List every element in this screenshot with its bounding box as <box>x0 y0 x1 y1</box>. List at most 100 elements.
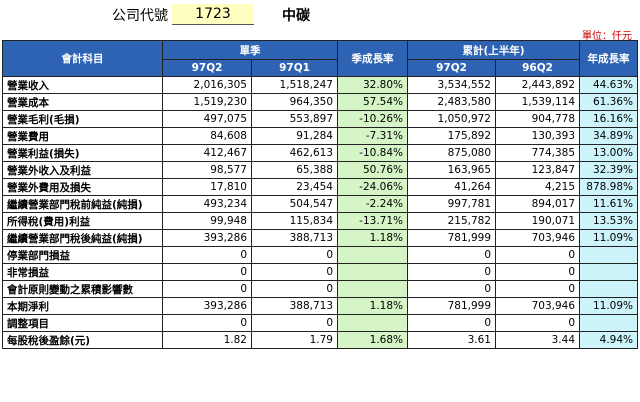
cell-h-cur: 3,534,552 <box>407 76 496 94</box>
cell-h-prev: 4,215 <box>494 178 581 196</box>
cell-qoq-growth <box>337 263 408 281</box>
row-item-label: 營業利益(損失) <box>2 144 163 162</box>
cell-yoy-growth: 11.09% <box>579 297 639 315</box>
row-item-label: 營業成本 <box>2 93 163 111</box>
cell-yoy-growth: 11.61% <box>579 195 639 213</box>
cell-q-prev: 1,518,247 <box>251 76 338 94</box>
header-q-cur: 97Q2 <box>162 59 252 77</box>
header-h-cur: 97Q2 <box>407 59 496 77</box>
cell-qoq-growth: -10.26% <box>337 110 408 128</box>
cell-qoq-growth <box>337 314 408 332</box>
cell-q-prev: 964,350 <box>251 93 338 111</box>
row-item-label: 所得稅(費用)利益 <box>2 212 163 230</box>
table-row: 會計原則變動之累積影響數 0 0 0 0 <box>2 280 639 298</box>
cell-h-cur: 0 <box>407 314 496 332</box>
row-item-label: 營業費用 <box>2 127 163 145</box>
cell-qoq-growth: 50.76% <box>337 161 408 179</box>
unit-note: 單位：仟元 <box>582 31 632 42</box>
header-h-prev: 96Q2 <box>494 59 581 77</box>
cell-h-cur: 3.61 <box>407 331 496 349</box>
cell-yoy-growth: 11.09% <box>579 229 639 247</box>
cell-h-cur: 1,050,972 <box>407 110 496 128</box>
header-half-group: 累計(上半年) <box>406 40 581 60</box>
cell-q-prev: 115,834 <box>251 212 338 230</box>
header-qoq-growth: 季成長率 <box>337 40 408 77</box>
cell-q-cur: 17,810 <box>162 178 252 196</box>
cell-q-prev: 553,897 <box>251 110 338 128</box>
row-item-label: 非常損益 <box>2 263 163 281</box>
cell-yoy-growth: 32.39% <box>579 161 639 179</box>
cell-h-cur: 0 <box>407 246 496 264</box>
cell-h-prev: 130,393 <box>494 127 581 145</box>
cell-h-cur: 0 <box>407 263 496 281</box>
cell-q-cur: 0 <box>162 314 252 332</box>
table-row: 每股稅後盈餘(元) 1.82 1.79 1.68% 3.61 3.44 4.94% <box>2 331 639 349</box>
company-code-label: 公司代號 <box>112 8 168 24</box>
cell-q-cur: 99,948 <box>162 212 252 230</box>
cell-q-prev: 388,713 <box>251 229 338 247</box>
cell-q-cur: 1.82 <box>162 331 252 349</box>
cell-h-prev: 904,778 <box>494 110 581 128</box>
cell-yoy-growth: 878.98% <box>579 178 639 196</box>
cell-q-cur: 497,075 <box>162 110 252 128</box>
table-row: 非常損益 0 0 0 0 <box>2 263 639 281</box>
cell-h-prev: 123,847 <box>494 161 581 179</box>
cell-q-cur: 0 <box>162 246 252 264</box>
cell-h-prev: 0 <box>494 314 581 332</box>
cell-yoy-growth <box>579 263 639 281</box>
cell-h-prev: 0 <box>494 246 581 264</box>
cell-h-prev: 190,071 <box>494 212 581 230</box>
cell-h-cur: 41,264 <box>407 178 496 196</box>
cell-h-cur: 0 <box>407 280 496 298</box>
cell-h-prev: 703,946 <box>494 229 581 247</box>
table-row: 營業利益(損失) 412,467 462,613 -10.84% 875,080 774,… <box>2 144 639 162</box>
header-quarter-group: 單季 <box>162 40 338 60</box>
cell-q-cur: 0 <box>162 263 252 281</box>
row-item-label: 營業外收入及利益 <box>2 161 163 179</box>
cell-h-prev: 703,946 <box>494 297 581 315</box>
cell-h-cur: 997,781 <box>407 195 496 213</box>
row-item-label: 停業部門損益 <box>2 246 163 264</box>
cell-h-prev: 894,017 <box>494 195 581 213</box>
cell-q-prev: 0 <box>251 314 338 332</box>
cell-q-cur: 98,577 <box>162 161 252 179</box>
cell-h-cur: 875,080 <box>407 144 496 162</box>
cell-yoy-growth: 4.94% <box>579 331 639 349</box>
table-row: 繼續營業部門稅後純益(純損) 393,286 388,713 1.18% 781,999… <box>2 229 639 247</box>
cell-yoy-growth <box>579 314 639 332</box>
row-item-label: 繼續營業部門稅後純益(純損) <box>2 229 163 247</box>
cell-q-prev: 1.79 <box>251 331 338 349</box>
cell-h-prev: 1,539,114 <box>494 93 581 111</box>
cell-q-prev: 91,284 <box>251 127 338 145</box>
cell-qoq-growth: 32.80% <box>337 76 408 94</box>
company-code-value: 1723 <box>172 4 254 25</box>
cell-h-cur: 163,965 <box>407 161 496 179</box>
cell-q-prev: 388,713 <box>251 297 338 315</box>
cell-qoq-growth <box>337 280 408 298</box>
cell-h-prev: 0 <box>494 263 581 281</box>
table-row: 本期淨利 393,286 388,713 1.18% 781,999 703,946 11.… <box>2 297 639 315</box>
cell-h-cur: 175,892 <box>407 127 496 145</box>
cell-yoy-growth <box>579 280 639 298</box>
cell-q-prev: 504,547 <box>251 195 338 213</box>
table-row: 調整項目 0 0 0 0 <box>2 314 639 332</box>
cell-h-prev: 2,443,892 <box>494 76 581 94</box>
cell-q-cur: 493,234 <box>162 195 252 213</box>
cell-q-prev: 462,613 <box>251 144 338 162</box>
row-item-label: 調整項目 <box>2 314 163 332</box>
row-item-label: 營業外費用及損失 <box>2 178 163 196</box>
cell-yoy-growth: 44.63% <box>579 76 639 94</box>
cell-qoq-growth: -10.84% <box>337 144 408 162</box>
cell-qoq-growth <box>337 246 408 264</box>
table-row: 營業外收入及利益 98,577 65,388 50.76% 163,965 123,847… <box>2 161 639 179</box>
cell-q-cur: 412,467 <box>162 144 252 162</box>
cell-h-cur: 215,782 <box>407 212 496 230</box>
cell-qoq-growth: -7.31% <box>337 127 408 145</box>
cell-qoq-growth: 1.68% <box>337 331 408 349</box>
report-header: 公司代號 1723 中碳 單位：仟元 <box>0 0 640 42</box>
cell-q-cur: 84,608 <box>162 127 252 145</box>
header-yoy-growth: 年成長率 <box>579 40 639 77</box>
cell-q-prev: 0 <box>251 263 338 281</box>
cell-q-cur: 1,519,230 <box>162 93 252 111</box>
cell-yoy-growth: 13.00% <box>579 144 639 162</box>
